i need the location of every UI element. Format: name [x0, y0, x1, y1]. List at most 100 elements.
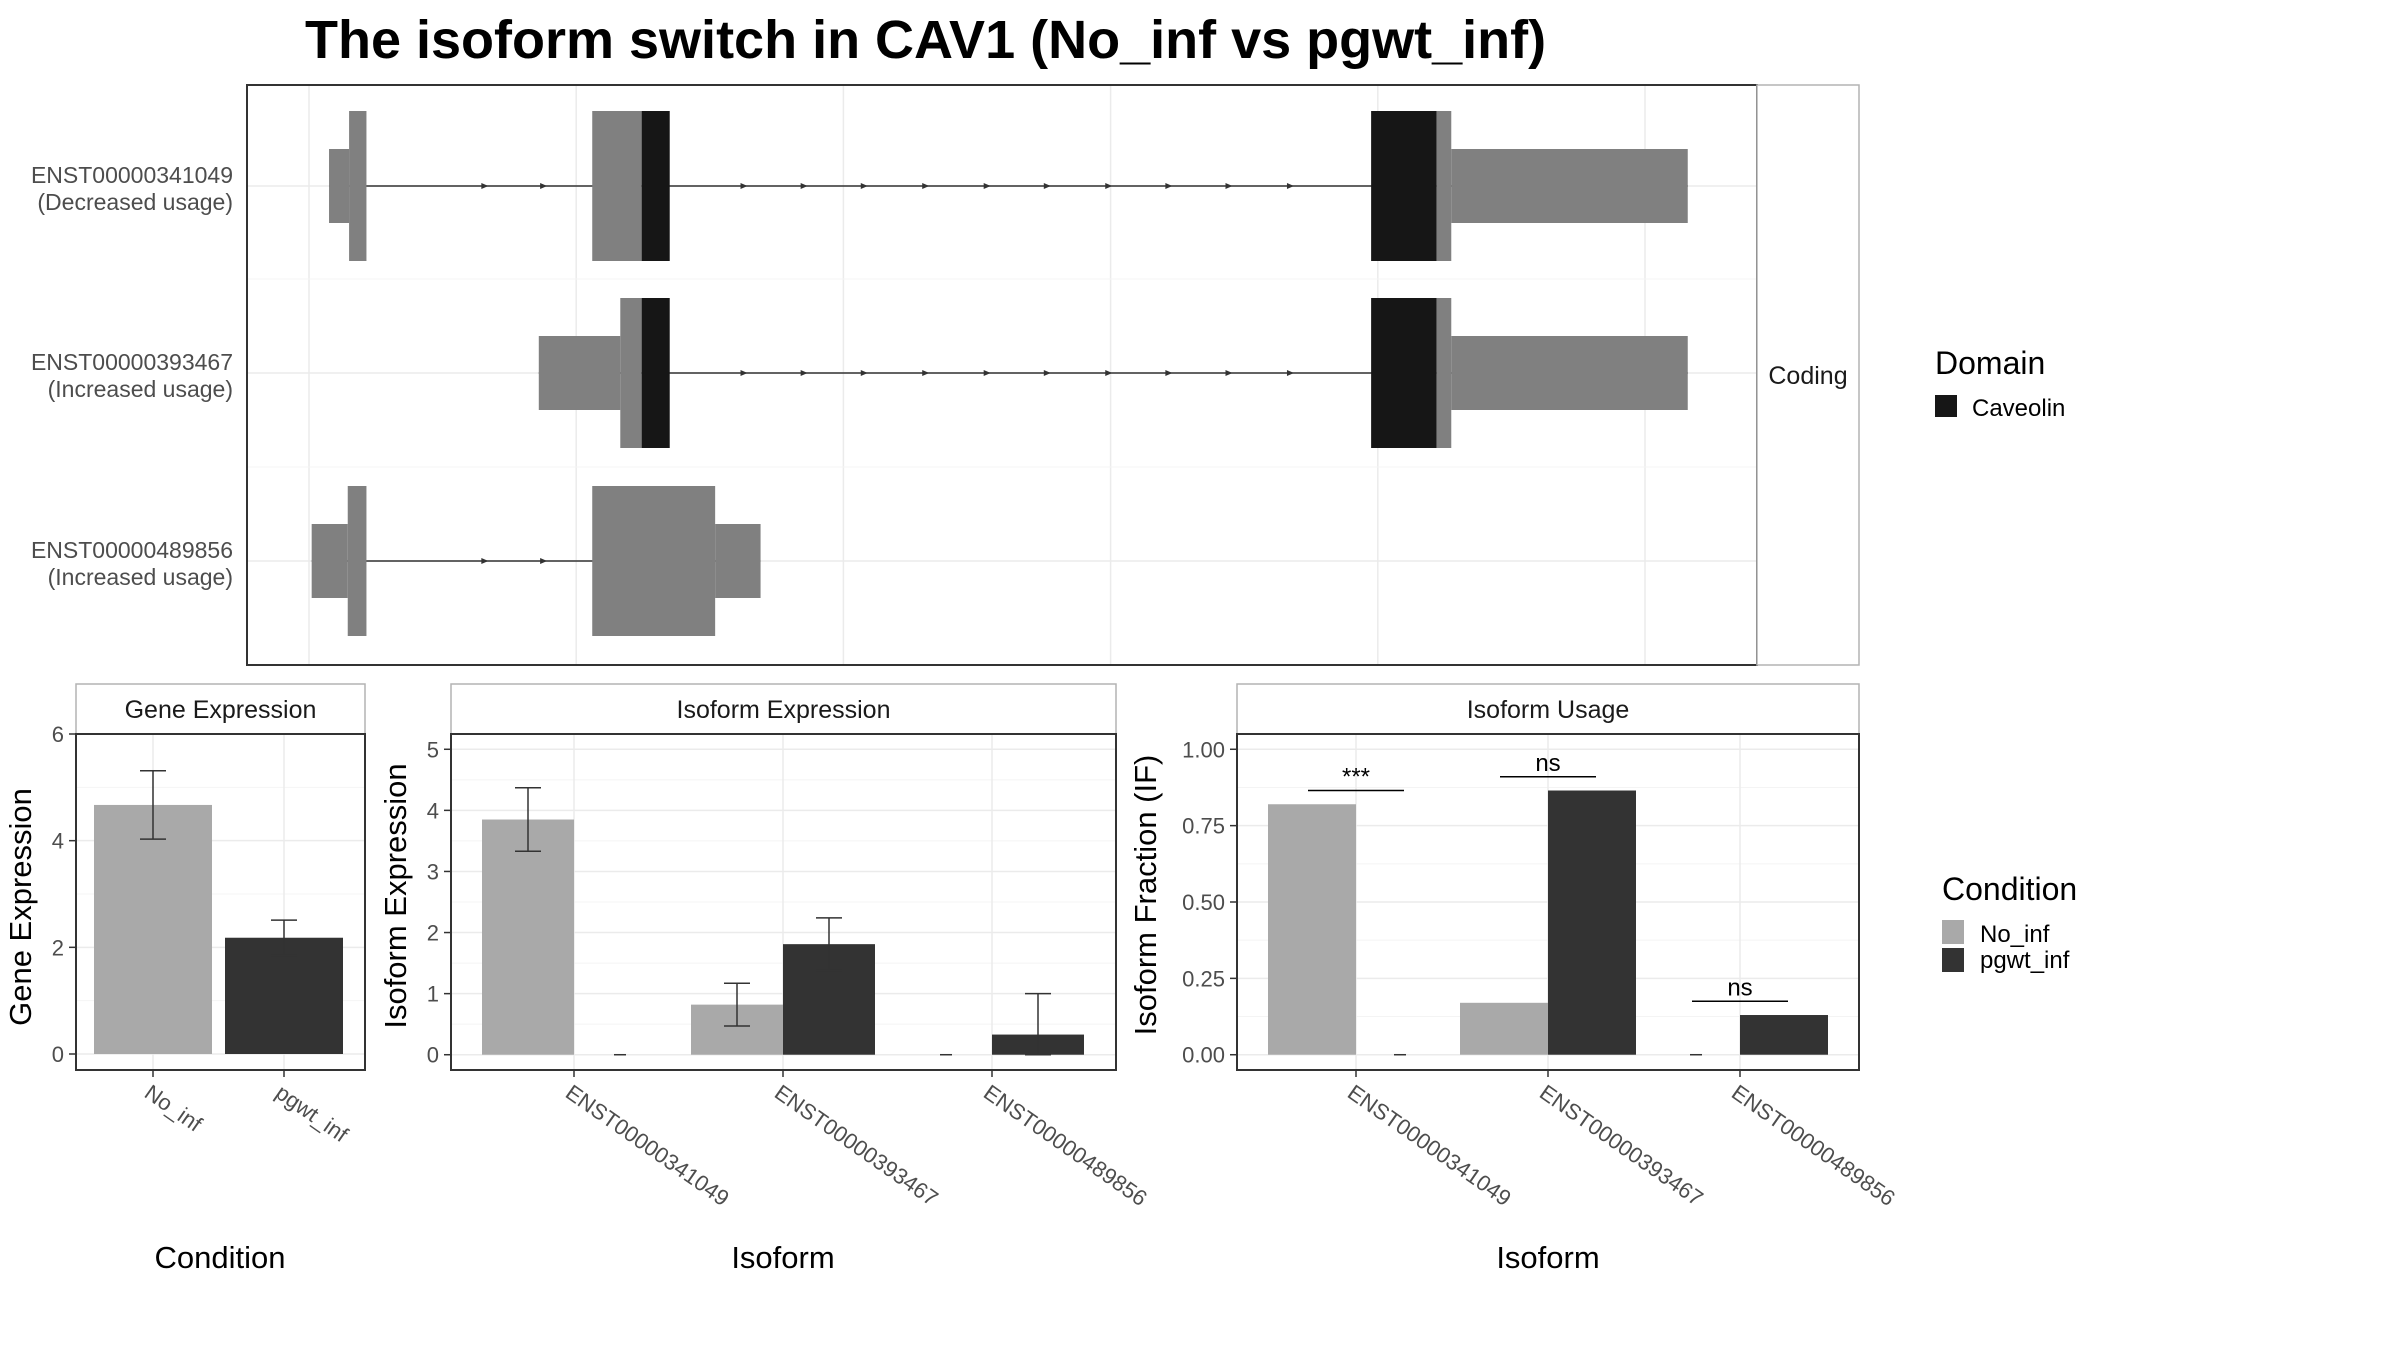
- y-ticks: 0 2 4 6: [52, 722, 76, 1067]
- condition-legend-title: Condition: [1942, 871, 2077, 907]
- caveolin-domain-segment: [1371, 298, 1437, 448]
- error-bar: [271, 919, 297, 957]
- intron-arrow: [922, 183, 930, 189]
- intron-arrow: [860, 370, 868, 376]
- coding-exon: [620, 298, 642, 448]
- transcript-usage-label: (Increased usage): [48, 564, 233, 590]
- y-tick-label: 4: [427, 798, 439, 823]
- caveolin-domain-segment: [641, 111, 670, 261]
- transcript-usage-label: (Decreased usage): [37, 189, 233, 215]
- x-tick-label: ENST00000489856: [979, 1080, 1152, 1211]
- caveolin-domain-segment: [1371, 111, 1437, 261]
- intron-arrow: [922, 370, 930, 376]
- y-tick-label: 3: [427, 859, 439, 884]
- isoform-usage-x-title: Isoform: [1496, 1240, 1599, 1275]
- isoform-usage-strip-label: Isoform Usage: [1467, 696, 1630, 724]
- utr-exon: [329, 149, 350, 223]
- y-tick-label: 0.50: [1182, 890, 1225, 915]
- transcript-y-labels: ENST00000341049(Decreased usage) ENST0000…: [31, 162, 233, 590]
- error-bar: [140, 770, 166, 840]
- no-inf-legend-label: No_inf: [1980, 921, 2050, 948]
- isoform-usage-panel: Isoform Usage *** ns ns 0.00 0.25 0.50 0.75 1.0…: [1182, 683, 1900, 1211]
- intron-arrow: [983, 370, 991, 376]
- caveolin-legend-key: [1935, 395, 1957, 417]
- y-tick-label: 0: [427, 1043, 439, 1068]
- transcript-usage-label: (Increased usage): [48, 376, 233, 402]
- bars: [482, 787, 1084, 1056]
- gene-expression-panel: Gene Expression 0 2 4 6 No_inf pgwt_inf: [52, 683, 366, 1148]
- intron-arrow: [1105, 370, 1113, 376]
- intron-arrow: [1165, 183, 1173, 189]
- y-tick-label: 2: [427, 921, 439, 946]
- significance-label: ns: [1535, 750, 1560, 777]
- intron-arrow: [860, 183, 868, 189]
- utr-exon: [538, 336, 621, 410]
- y-tick-label: 6: [52, 722, 64, 747]
- intron-arrow: [1225, 183, 1233, 189]
- intron-arrow: [740, 183, 748, 189]
- error-bar: [816, 917, 842, 972]
- bar: [1548, 790, 1636, 1055]
- y-ticks: 0 1 2 3 4 5: [427, 737, 451, 1068]
- intron-arrow: [540, 183, 548, 189]
- y-tick-label: 0.75: [1182, 814, 1225, 839]
- bar: [482, 819, 574, 1055]
- no-inf-legend-key: [1942, 920, 1964, 944]
- domain-legend-title: Domain: [1935, 345, 2045, 381]
- intron-arrow: [983, 183, 991, 189]
- plot-border: [75, 733, 366, 1071]
- x-tick-label: ENST00000393467: [1535, 1080, 1708, 1211]
- isoform-expression-strip-label: Isoform Expression: [677, 696, 891, 724]
- intron-arrow: [800, 183, 808, 189]
- error-bar: [724, 982, 750, 1027]
- caveolin-legend-label: Caveolin: [1972, 395, 2065, 422]
- y-ticks: 0.00 0.25 0.50 0.75 1.00: [1182, 737, 1237, 1068]
- y-tick-label: 0.25: [1182, 966, 1225, 991]
- domain-legend: Domain Caveolin: [1935, 345, 2065, 422]
- coding-exon: [1436, 298, 1452, 448]
- x-ticks: No_inf pgwt_inf: [140, 1070, 353, 1148]
- bar: [225, 937, 343, 1054]
- gene-expression-strip-label: Gene Expression: [125, 696, 317, 724]
- bar: [1740, 1015, 1828, 1055]
- x-tick-label: No_inf: [140, 1080, 207, 1137]
- bars: [94, 770, 343, 1054]
- gene-expression-y-title: Gene Expression: [3, 788, 38, 1026]
- y-tick-label: 1.00: [1182, 737, 1225, 762]
- condition-legend: Condition No_inf pgwt_inf: [1942, 871, 2077, 974]
- transcript-id-label: ENST00000489856: [31, 537, 233, 563]
- intron-arrow: [1286, 183, 1294, 189]
- significance-label: ***: [1342, 764, 1370, 791]
- gene-expression-strip: [75, 683, 366, 735]
- y-tick-label: 0.00: [1182, 1043, 1225, 1068]
- figure-title: The isoform switch in CAV1 (No_inf vs pg…: [305, 10, 1546, 70]
- coding-exon: [347, 486, 367, 636]
- y-tick-label: 1: [427, 982, 439, 1007]
- significance-label: ns: [1727, 974, 1752, 1001]
- x-tick-label: ENST00000341049: [1343, 1080, 1516, 1211]
- y-tick-label: 2: [52, 935, 64, 960]
- isoform-expression-panel: Isoform Expression 0 1 2 3 4 5 ENST00000341049…: [427, 683, 1152, 1211]
- x-tick-label: pgwt_inf: [271, 1080, 353, 1148]
- significance-marks: *** ns ns: [1308, 750, 1788, 1003]
- intron-arrow: [1286, 370, 1294, 376]
- coding-exon: [592, 486, 716, 636]
- coding-strip: [1756, 84, 1860, 666]
- transcript-id-label: ENST00000393467: [31, 349, 233, 375]
- x-tick-label: ENST00000489856: [1727, 1080, 1900, 1211]
- coding-exon: [1436, 111, 1452, 261]
- transcript-panel: Coding ENST00000341049(Decreased usage)E…: [31, 84, 1860, 666]
- pgwt-inf-legend-key: [1942, 948, 1964, 972]
- transcript-ENST00000341049: [329, 111, 1688, 261]
- y-tick-label: 4: [52, 829, 64, 854]
- isoform-expression-x-title: Isoform: [731, 1240, 834, 1275]
- caveolin-domain-segment: [641, 298, 670, 448]
- x-tick-label: ENST00000393467: [770, 1080, 943, 1211]
- bar: [1460, 1002, 1548, 1055]
- intron-arrow: [1105, 183, 1113, 189]
- utr-exon: [1451, 336, 1688, 410]
- x-ticks: ENST00000341049 ENST00000393467 ENST000004…: [561, 1070, 1152, 1211]
- utr-exon: [1451, 149, 1688, 223]
- intron-arrow: [1165, 370, 1173, 376]
